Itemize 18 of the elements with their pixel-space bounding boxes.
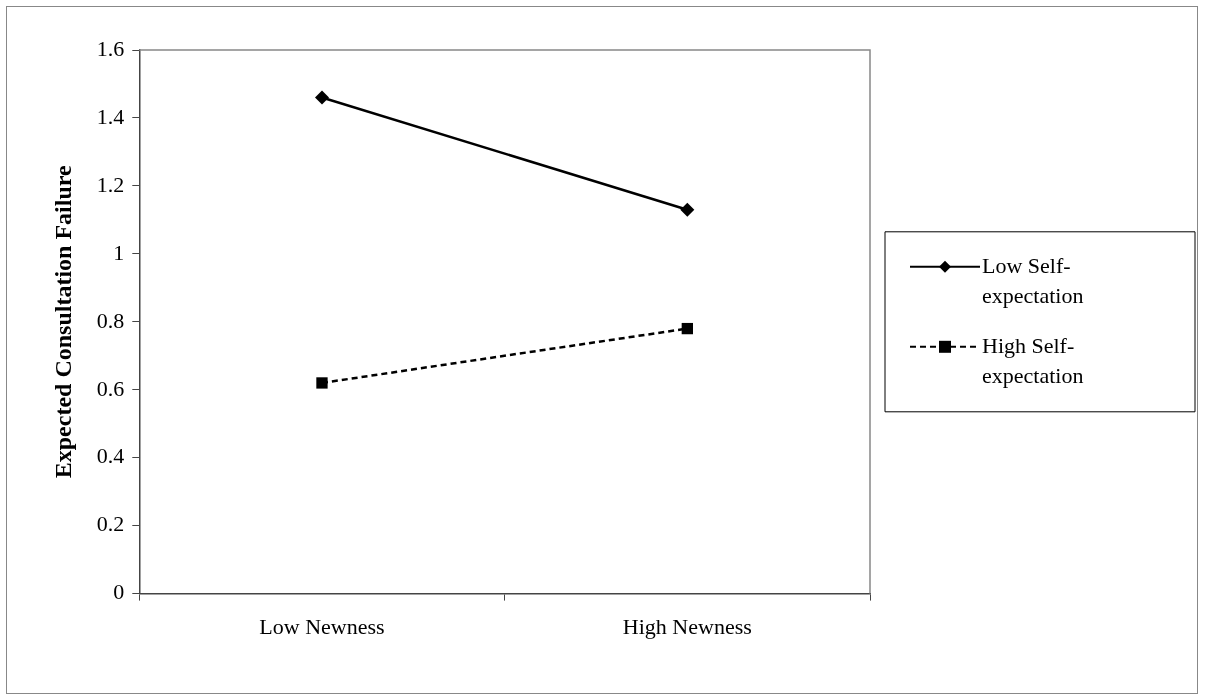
legend-label: High Self-expectation — [982, 332, 1084, 388]
y-tick-label: 0.4 — [96, 443, 125, 469]
y-tick-label: 1.6 — [96, 35, 125, 61]
y-tick-label: 0 — [113, 579, 125, 605]
x-tick-label: High Newness — [622, 613, 752, 639]
y-tick-label: 1.4 — [96, 103, 125, 129]
point — [314, 90, 329, 105]
y-tick-label: 1.2 — [96, 171, 125, 197]
legend-label: Low Self-expectation — [982, 252, 1084, 308]
y-tick-label: 0.2 — [96, 511, 125, 537]
y-tick-label: 0.8 — [96, 307, 125, 333]
y-axis-title: Expected Consultation Failure — [49, 165, 76, 479]
point — [316, 377, 328, 389]
x-tick-label: Low Newness — [259, 613, 385, 639]
point — [681, 322, 693, 335]
y-tick-label: 0.6 — [96, 375, 125, 401]
point — [680, 202, 695, 217]
y-tick-label: 1 — [113, 239, 125, 265]
